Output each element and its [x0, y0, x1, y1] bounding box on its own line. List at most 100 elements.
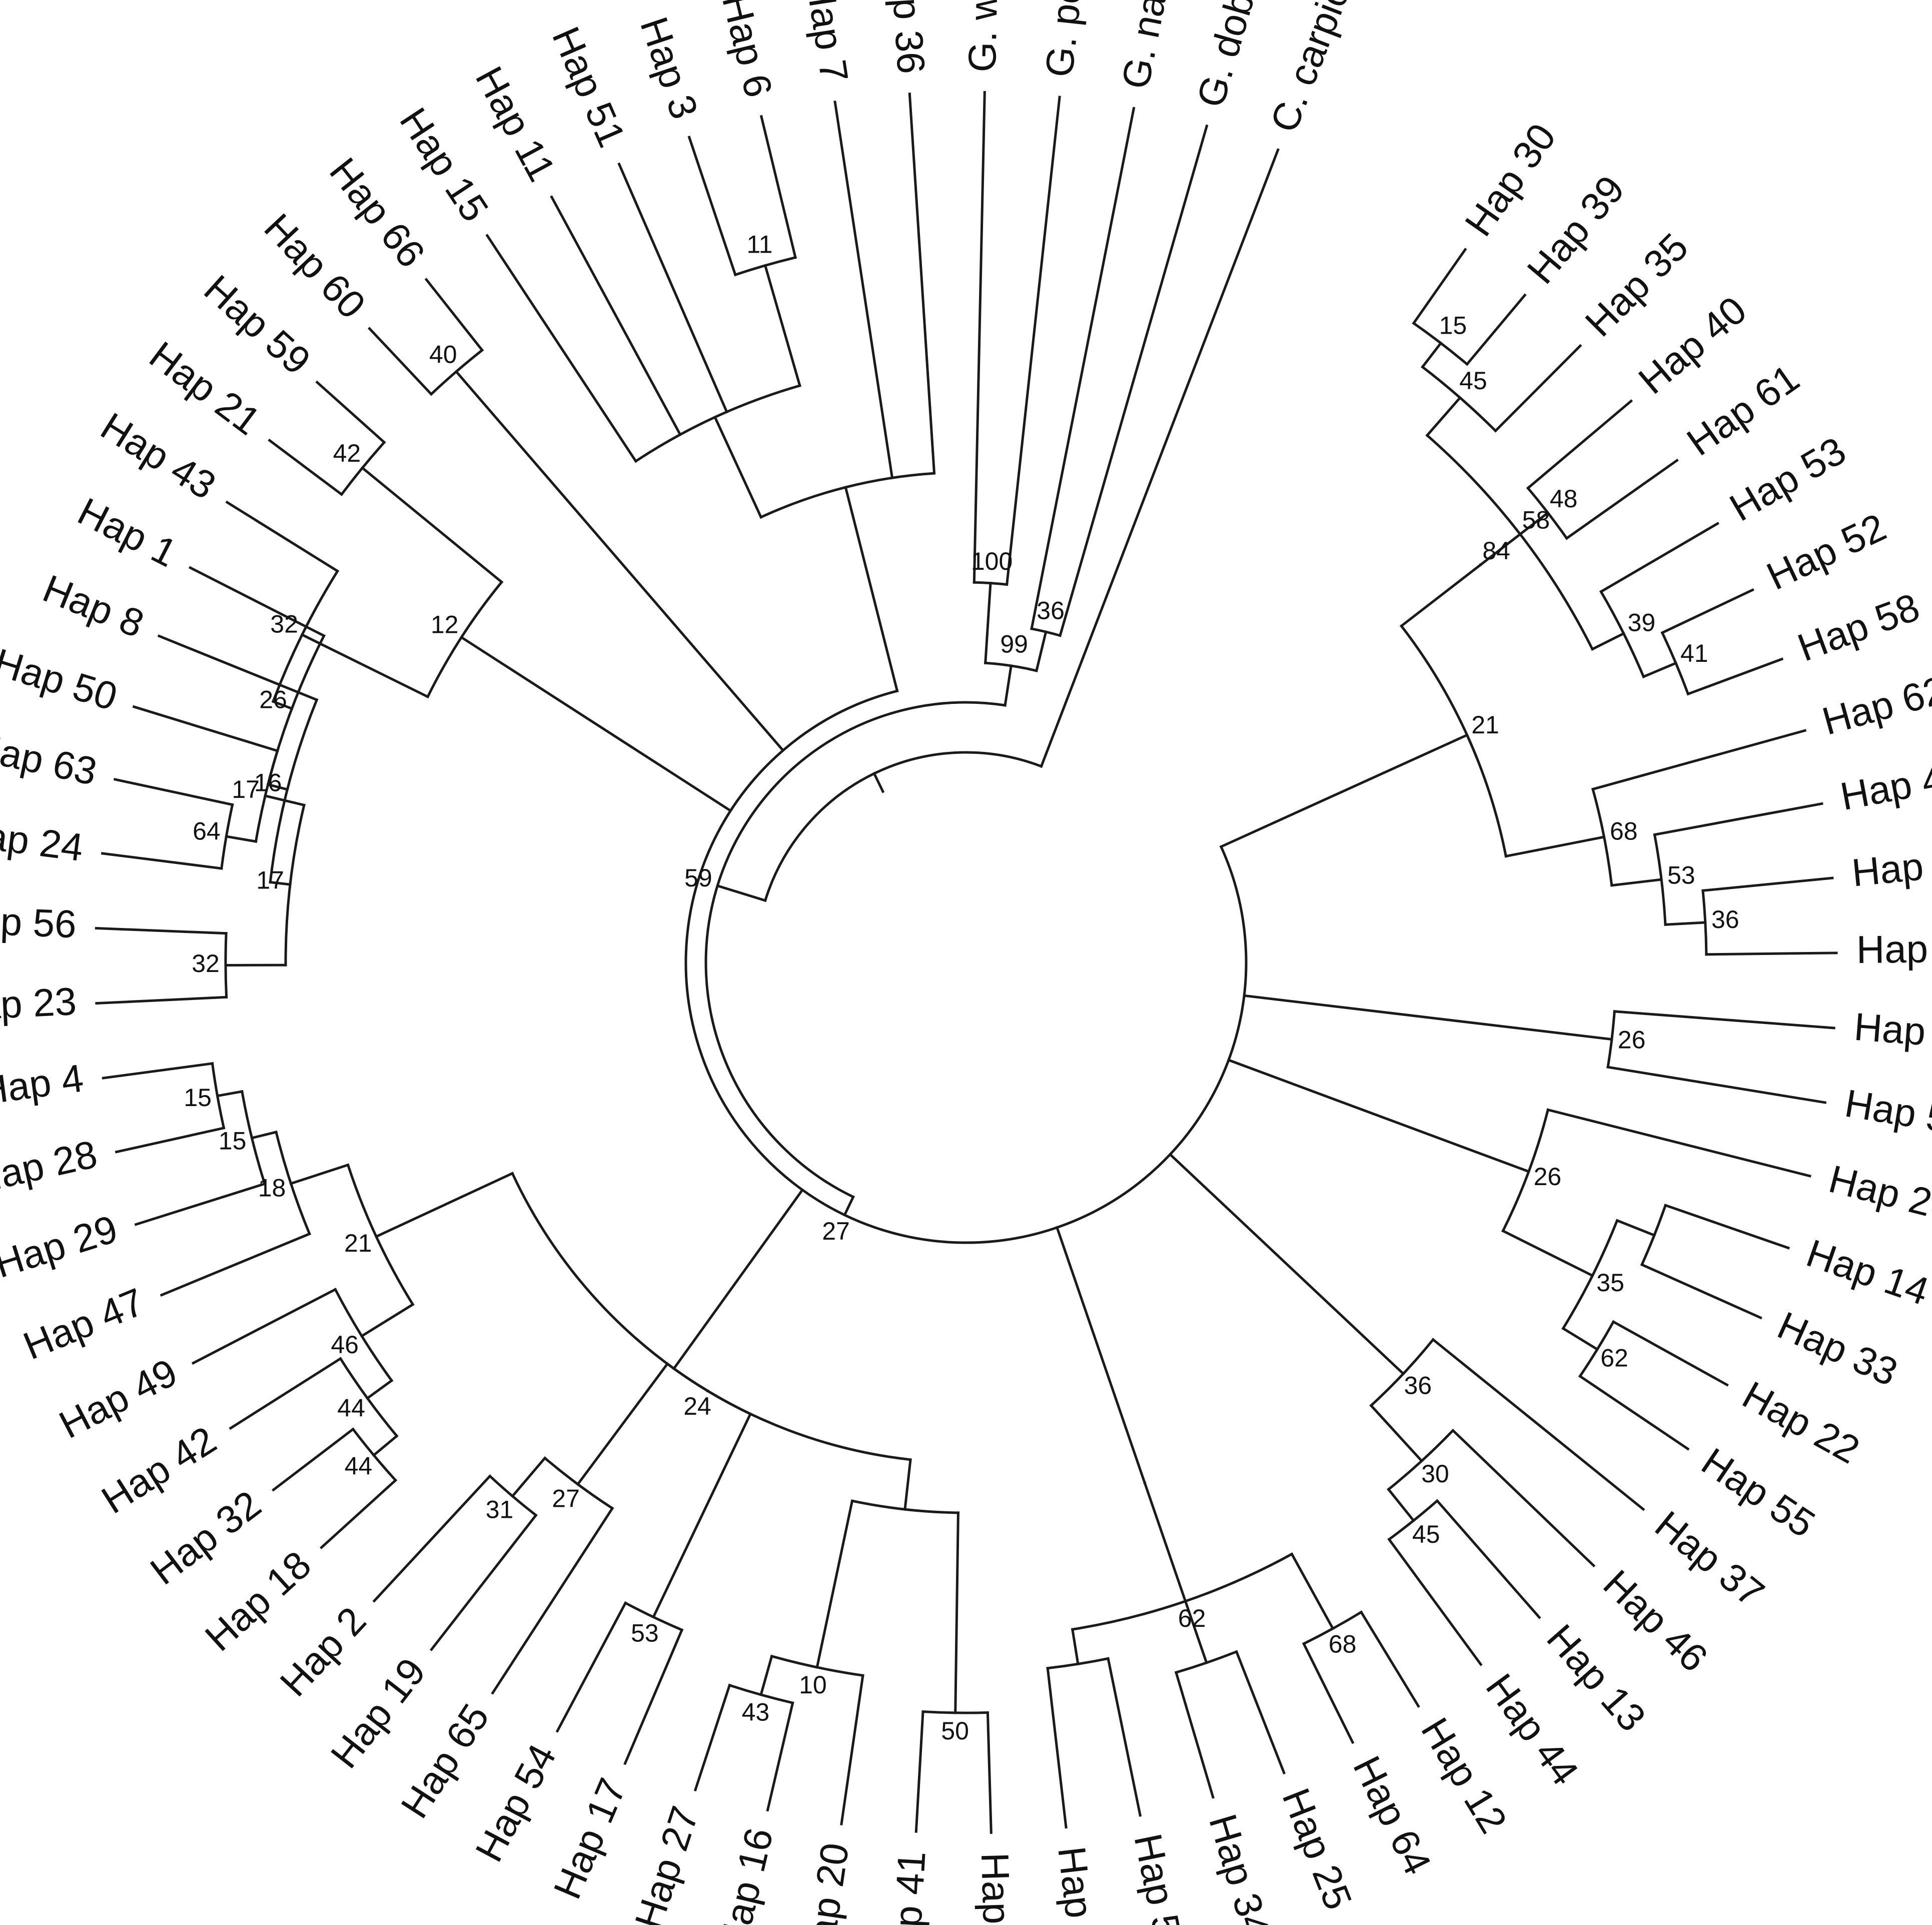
internal-branch — [903, 1458, 912, 1511]
internal-branch — [1219, 733, 1469, 848]
tip-branch — [766, 1701, 794, 1812]
internal-branch — [1518, 511, 1550, 536]
clade-arc — [1501, 1108, 1550, 1233]
clade-arc — [333, 1288, 394, 1383]
tip-branch — [1599, 522, 1719, 594]
clade-arc — [1302, 1610, 1363, 1646]
tip-branch — [157, 634, 319, 702]
internal-branch — [844, 485, 899, 693]
tip-branch — [1705, 951, 1838, 956]
tip-label: Hap 54 — [467, 1737, 565, 1868]
tip-branch — [1235, 1650, 1286, 1774]
clade-arc — [284, 803, 306, 967]
internal-branch — [1501, 1229, 1594, 1278]
tip-branch — [617, 162, 729, 414]
tip-branch — [424, 278, 484, 352]
bootstrap-value: 45 — [1459, 367, 1487, 395]
tip-label: Hap 23 — [0, 979, 78, 1029]
tip-label: Hap 60 — [256, 205, 374, 327]
bootstrap-value: 12 — [431, 610, 459, 638]
internal-branch — [269, 880, 292, 886]
tip-branch — [225, 500, 340, 573]
bootstrap-value: 62 — [1600, 1344, 1628, 1372]
tip-branch — [1653, 802, 1823, 836]
internal-branch — [713, 415, 763, 519]
internal-branch — [1290, 1552, 1335, 1630]
clade-arc — [973, 581, 1009, 586]
bootstrap-value: 26 — [259, 686, 287, 714]
tip-branch — [132, 705, 279, 753]
internal-branch — [1425, 396, 1462, 437]
internal-branch — [1143, 1481, 1187, 1603]
tip-label: Hap 13 — [1538, 1616, 1654, 1739]
bootstrap-value: 18 — [258, 1174, 286, 1202]
internal-branch — [1071, 1628, 1080, 1666]
clade-arc — [220, 803, 234, 870]
bootstrap-value: 32 — [270, 610, 298, 638]
bootstrap-value: 24 — [683, 1392, 711, 1420]
tip-branch — [555, 1601, 627, 1733]
bootstrap-value: 15 — [219, 1127, 247, 1155]
internal-branch — [1420, 341, 1443, 369]
internal-branch — [289, 1163, 350, 1186]
bootstrap-value: 44 — [337, 1394, 365, 1422]
tip-label: Hap 11 — [467, 60, 564, 189]
internal-branch — [372, 1434, 399, 1457]
tip-branch — [485, 234, 638, 463]
clade-arc — [271, 569, 340, 703]
tip-label: Hap 25 — [1274, 1782, 1361, 1915]
tip-branch — [1606, 1066, 1827, 1104]
internal-branch — [360, 466, 504, 584]
clade-arc — [1387, 1428, 1455, 1491]
tip-branch — [1546, 1108, 1811, 1178]
clade-arc — [543, 1456, 614, 1510]
internal-branch — [454, 370, 785, 752]
bootstrap-value: 16 — [254, 768, 282, 796]
tip-branch — [840, 1674, 864, 1825]
tip-label: Hap 5 — [1126, 1830, 1190, 1925]
tip-branch — [134, 1182, 267, 1226]
tip-branch — [95, 926, 228, 935]
tip-label: Hap 65 — [392, 1696, 498, 1825]
tip-branch — [759, 115, 797, 259]
tip-label: Hap 58 — [1792, 585, 1925, 670]
tip-label: Hap 51 — [544, 21, 634, 154]
clade-arc — [665, 1362, 752, 1416]
tip-branch — [268, 438, 344, 496]
tip-branch — [115, 1126, 226, 1154]
tip-label: Hap 59 — [196, 266, 319, 383]
tip-branch — [1451, 1428, 1596, 1568]
bootstrap-value: 27 — [822, 1217, 850, 1245]
bootstrap-value: 17 — [256, 866, 284, 894]
internal-branch — [1479, 532, 1522, 567]
tip-branch — [1046, 1666, 1068, 1829]
tip-label: Hap 9 — [1050, 1844, 1105, 1925]
clade-arc — [240, 1090, 267, 1186]
clade-arc — [346, 1163, 415, 1307]
tip-branch — [491, 1506, 614, 1695]
tip-branch — [229, 1357, 343, 1430]
tip-branch — [191, 1288, 337, 1365]
internal-branch — [954, 1511, 959, 1714]
bootstrap-value: 62 — [1178, 1604, 1206, 1632]
internal-branch — [1504, 835, 1606, 858]
internal-branch — [459, 635, 732, 813]
tip-label: Hap 17 — [545, 1772, 634, 1905]
tip-branch — [188, 566, 326, 638]
tip-branch — [101, 852, 223, 870]
tip-label: Hap 52 — [1760, 505, 1892, 598]
tip-label: Hap 50 — [0, 640, 122, 719]
tip-branch — [693, 1683, 731, 1791]
internal-branch — [1004, 664, 1013, 707]
tip-label: Hap 16 — [710, 1824, 781, 1925]
tip-label: Hap 4 — [0, 1056, 86, 1113]
clade-arc — [340, 440, 386, 496]
tip-branch — [368, 327, 433, 396]
bootstrap-labels: 5999361002711401242322616171764322118151… — [184, 230, 1739, 1745]
internal-branch — [815, 1499, 854, 1669]
internal-branch — [365, 1379, 394, 1400]
bootstrap-value: 40 — [429, 341, 457, 369]
bootstrap-value: 64 — [193, 817, 221, 845]
internal-branch — [984, 581, 992, 664]
tip-label: Hap 1 — [71, 489, 184, 575]
